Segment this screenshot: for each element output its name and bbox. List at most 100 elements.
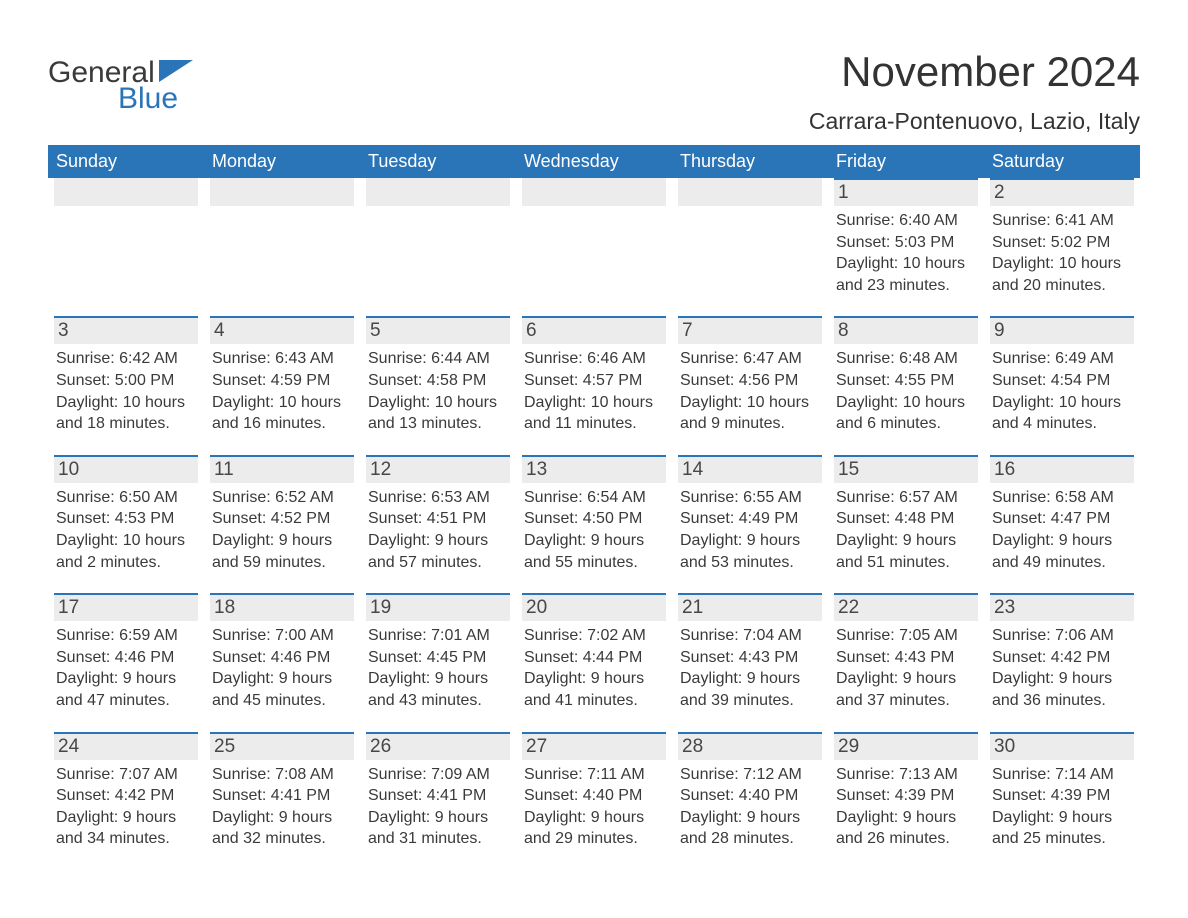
- day-number-bar: 2: [990, 178, 1134, 206]
- day-details: Sunrise: 7:08 AMSunset: 4:41 PMDaylight:…: [210, 760, 354, 850]
- calendar-cell: 17Sunrise: 6:59 AMSunset: 4:46 PMDayligh…: [48, 593, 204, 731]
- sunrise-text: Sunrise: 6:58 AM: [992, 487, 1132, 509]
- day-details: Sunrise: 7:11 AMSunset: 4:40 PMDaylight:…: [522, 760, 666, 850]
- sunrise-text: Sunrise: 6:55 AM: [680, 487, 820, 509]
- day-number-bar: 26: [366, 732, 510, 760]
- day-details: Sunrise: 6:44 AMSunset: 4:58 PMDaylight:…: [366, 344, 510, 434]
- day-number-bar: 29: [834, 732, 978, 760]
- day-details: Sunrise: 7:09 AMSunset: 4:41 PMDaylight:…: [366, 760, 510, 850]
- daylight-text: Daylight: 9 hours and 49 minutes.: [992, 530, 1132, 573]
- calendar-cell: 28Sunrise: 7:12 AMSunset: 4:40 PMDayligh…: [672, 732, 828, 870]
- day-details: Sunrise: 7:06 AMSunset: 4:42 PMDaylight:…: [990, 621, 1134, 711]
- day-number: 17: [54, 595, 198, 621]
- calendar-cell: 18Sunrise: 7:00 AMSunset: 4:46 PMDayligh…: [204, 593, 360, 731]
- sunset-text: Sunset: 4:46 PM: [56, 647, 196, 669]
- sunset-text: Sunset: 4:47 PM: [992, 508, 1132, 530]
- empty-day-header: [522, 178, 666, 206]
- day-number-bar: 1: [834, 178, 978, 206]
- sunrise-text: Sunrise: 6:53 AM: [368, 487, 508, 509]
- daylight-text: Daylight: 9 hours and 47 minutes.: [56, 668, 196, 711]
- sunrise-text: Sunrise: 7:14 AM: [992, 764, 1132, 786]
- day-details: Sunrise: 6:52 AMSunset: 4:52 PMDaylight:…: [210, 483, 354, 573]
- calendar-cell: 5Sunrise: 6:44 AMSunset: 4:58 PMDaylight…: [360, 316, 516, 454]
- sunrise-text: Sunrise: 7:09 AM: [368, 764, 508, 786]
- day-details: Sunrise: 6:42 AMSunset: 5:00 PMDaylight:…: [54, 344, 198, 434]
- daylight-text: Daylight: 9 hours and 53 minutes.: [680, 530, 820, 573]
- calendar-body: 1Sunrise: 6:40 AMSunset: 5:03 PMDaylight…: [48, 178, 1140, 870]
- weekday-header: Sunday: [48, 145, 204, 178]
- sunset-text: Sunset: 4:39 PM: [836, 785, 976, 807]
- calendar-cell: 15Sunrise: 6:57 AMSunset: 4:48 PMDayligh…: [828, 455, 984, 593]
- logo: General Blue: [48, 28, 193, 116]
- day-number: 19: [366, 595, 510, 621]
- day-number-bar: 17: [54, 593, 198, 621]
- sunrise-text: Sunrise: 6:52 AM: [212, 487, 352, 509]
- calendar-cell: [360, 178, 516, 316]
- day-number: 1: [834, 180, 978, 206]
- sunset-text: Sunset: 4:43 PM: [836, 647, 976, 669]
- sunrise-text: Sunrise: 6:41 AM: [992, 210, 1132, 232]
- day-number: 7: [678, 318, 822, 344]
- day-number: 29: [834, 734, 978, 760]
- sunrise-text: Sunrise: 7:06 AM: [992, 625, 1132, 647]
- daylight-text: Daylight: 10 hours and 9 minutes.: [680, 392, 820, 435]
- daylight-text: Daylight: 9 hours and 29 minutes.: [524, 807, 664, 850]
- day-number: 28: [678, 734, 822, 760]
- day-number: 14: [678, 457, 822, 483]
- empty-day-header: [366, 178, 510, 206]
- day-number: 26: [366, 734, 510, 760]
- sunset-text: Sunset: 5:00 PM: [56, 370, 196, 392]
- day-details: Sunrise: 7:05 AMSunset: 4:43 PMDaylight:…: [834, 621, 978, 711]
- day-number-bar: 8: [834, 316, 978, 344]
- calendar-cell: 4Sunrise: 6:43 AMSunset: 4:59 PMDaylight…: [204, 316, 360, 454]
- sunset-text: Sunset: 4:57 PM: [524, 370, 664, 392]
- day-number-bar: 30: [990, 732, 1134, 760]
- daylight-text: Daylight: 10 hours and 4 minutes.: [992, 392, 1132, 435]
- calendar-cell: 29Sunrise: 7:13 AMSunset: 4:39 PMDayligh…: [828, 732, 984, 870]
- calendar-cell: 11Sunrise: 6:52 AMSunset: 4:52 PMDayligh…: [204, 455, 360, 593]
- weekday-header: Tuesday: [360, 145, 516, 178]
- day-number: 4: [210, 318, 354, 344]
- calendar-cell: [204, 178, 360, 316]
- sunrise-text: Sunrise: 7:00 AM: [212, 625, 352, 647]
- empty-day-header: [54, 178, 198, 206]
- daylight-text: Daylight: 10 hours and 18 minutes.: [56, 392, 196, 435]
- sunset-text: Sunset: 4:49 PM: [680, 508, 820, 530]
- sunset-text: Sunset: 4:56 PM: [680, 370, 820, 392]
- calendar-cell: 8Sunrise: 6:48 AMSunset: 4:55 PMDaylight…: [828, 316, 984, 454]
- daylight-text: Daylight: 9 hours and 36 minutes.: [992, 668, 1132, 711]
- day-number-bar: 4: [210, 316, 354, 344]
- daylight-text: Daylight: 9 hours and 43 minutes.: [368, 668, 508, 711]
- day-details: Sunrise: 6:43 AMSunset: 4:59 PMDaylight:…: [210, 344, 354, 434]
- day-details: Sunrise: 7:12 AMSunset: 4:40 PMDaylight:…: [678, 760, 822, 850]
- day-details: Sunrise: 7:00 AMSunset: 4:46 PMDaylight:…: [210, 621, 354, 711]
- header: General Blue November 2024 Carrara-Ponte…: [48, 28, 1140, 135]
- sunset-text: Sunset: 4:53 PM: [56, 508, 196, 530]
- day-details: Sunrise: 6:41 AMSunset: 5:02 PMDaylight:…: [990, 206, 1134, 296]
- day-details: Sunrise: 6:54 AMSunset: 4:50 PMDaylight:…: [522, 483, 666, 573]
- daylight-text: Daylight: 9 hours and 57 minutes.: [368, 530, 508, 573]
- calendar-cell: 24Sunrise: 7:07 AMSunset: 4:42 PMDayligh…: [48, 732, 204, 870]
- calendar-row: 17Sunrise: 6:59 AMSunset: 4:46 PMDayligh…: [48, 593, 1140, 731]
- day-details: Sunrise: 6:49 AMSunset: 4:54 PMDaylight:…: [990, 344, 1134, 434]
- day-number: 21: [678, 595, 822, 621]
- logo-word-blue: Blue: [118, 82, 178, 116]
- day-number: 5: [366, 318, 510, 344]
- day-number-bar: 28: [678, 732, 822, 760]
- day-details: Sunrise: 6:46 AMSunset: 4:57 PMDaylight:…: [522, 344, 666, 434]
- sunrise-text: Sunrise: 7:04 AM: [680, 625, 820, 647]
- sunset-text: Sunset: 4:52 PM: [212, 508, 352, 530]
- day-number: 9: [990, 318, 1134, 344]
- day-number-bar: 22: [834, 593, 978, 621]
- sunset-text: Sunset: 4:40 PM: [680, 785, 820, 807]
- sunset-text: Sunset: 4:50 PM: [524, 508, 664, 530]
- calendar-cell: 14 Sunrise: 6:55 AMSunset: 4:49 PMDayligh…: [672, 455, 828, 593]
- day-number-bar: 3: [54, 316, 198, 344]
- day-number: 24: [54, 734, 198, 760]
- title-block: November 2024 Carrara-Pontenuovo, Lazio,…: [809, 28, 1140, 135]
- day-number: 6: [522, 318, 666, 344]
- daylight-text: Daylight: 10 hours and 2 minutes.: [56, 530, 196, 573]
- daylight-text: Daylight: 9 hours and 59 minutes.: [212, 530, 352, 573]
- day-number-bar: 7: [678, 316, 822, 344]
- day-details: Sunrise: 7:13 AMSunset: 4:39 PMDaylight:…: [834, 760, 978, 850]
